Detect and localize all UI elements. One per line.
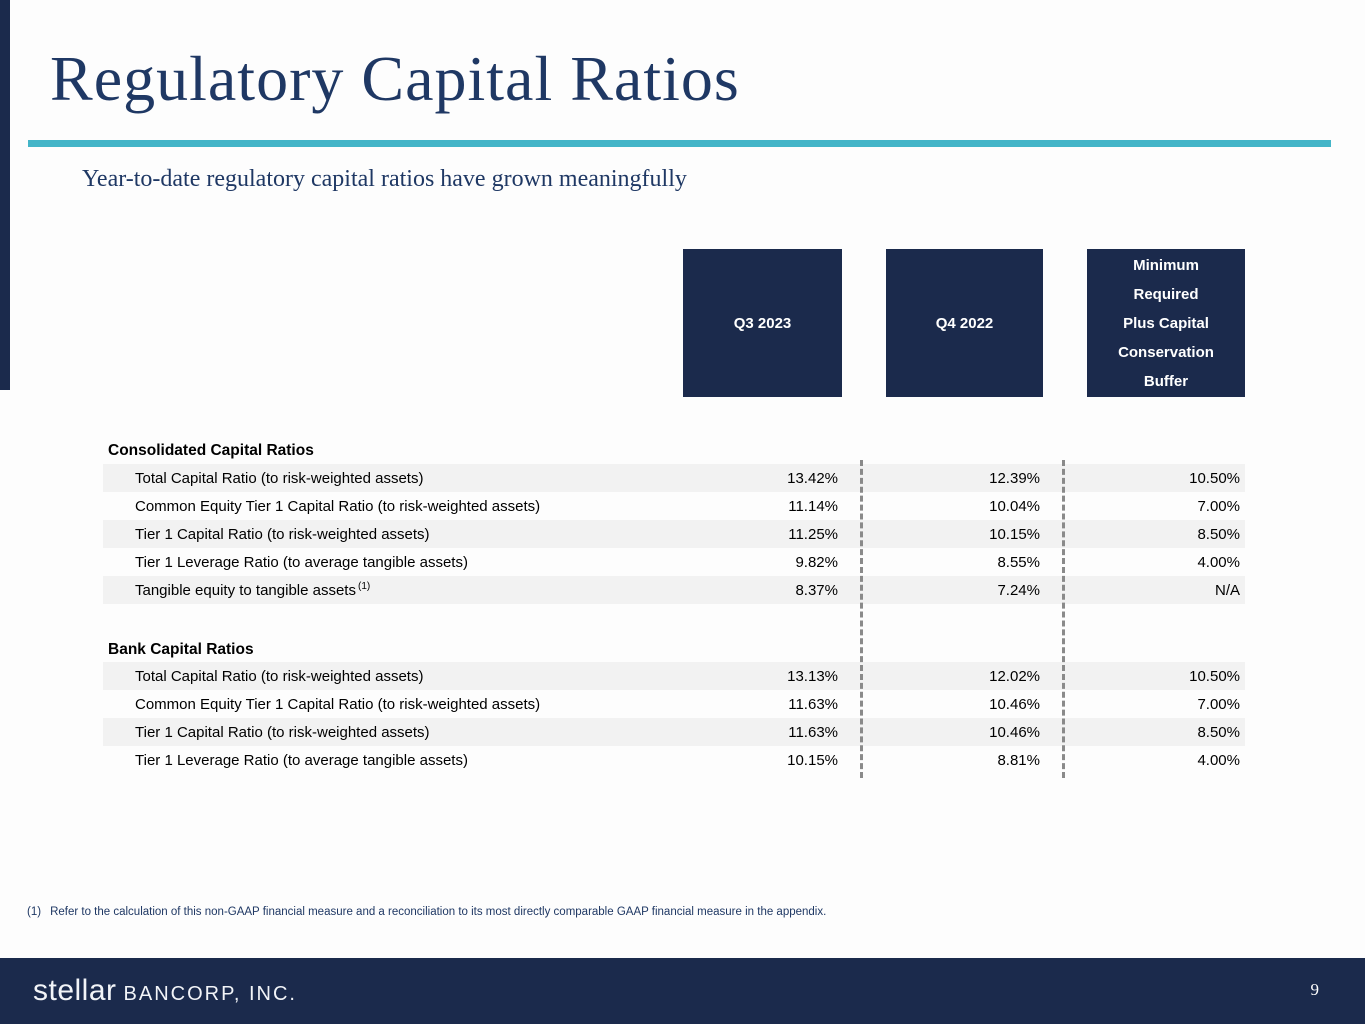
column-header-q4-2022: Q4 2022: [886, 249, 1043, 397]
page-number: 9: [1310, 980, 1320, 999]
q4-2022-value: 12.02%: [989, 667, 1040, 685]
q3-2023-value: 8.37%: [795, 581, 838, 599]
row-label: Tier 1 Leverage Ratio (to average tangib…: [135, 751, 468, 769]
footnote-text: Refer to the calculation of this non-GAA…: [50, 906, 827, 918]
table-row: Tier 1 Capital Ratio (to risk-weighted a…: [103, 718, 1245, 746]
section-header-consolidated: Consolidated Capital Ratios: [108, 442, 314, 459]
column-header-label: Q3 2023: [733, 314, 792, 332]
column-header-line: Plus Capital: [1123, 314, 1209, 332]
table-row: Total Capital Ratio (to risk-weighted as…: [103, 662, 1245, 690]
section-header-bank: Bank Capital Ratios: [108, 641, 254, 658]
footer-bar: stellar BANCORP, INC. 9: [0, 958, 1365, 1024]
minimum-required-value: N/A: [1214, 581, 1240, 599]
footnote-marker: (1): [27, 906, 42, 918]
minimum-required-value: 7.00%: [1197, 695, 1240, 713]
minimum-required-value: 10.50%: [1189, 469, 1240, 487]
logo-wordmark: stellar: [33, 974, 117, 1007]
table-row: Tier 1 Leverage Ratio (to average tangib…: [103, 746, 1245, 774]
table-row: Common Equity Tier 1 Capital Ratio (to r…: [103, 690, 1245, 718]
column-header-label: Q4 2022: [935, 314, 994, 332]
q3-2023-value: 13.42%: [787, 469, 838, 487]
footnote-reference: (1): [357, 581, 371, 592]
column-header-line: Conservation: [1118, 343, 1214, 361]
table-row: Total Capital Ratio (to risk-weighted as…: [103, 464, 1245, 492]
table-row: Tier 1 Leverage Ratio (to average tangib…: [103, 548, 1245, 576]
slide-subtitle: Year-to-date regulatory capital ratios h…: [82, 166, 687, 192]
row-label: Total Capital Ratio (to risk-weighted as…: [135, 667, 424, 685]
row-label: Total Capital Ratio (to risk-weighted as…: [135, 469, 424, 487]
q4-2022-value: 8.81%: [997, 751, 1040, 769]
column-header-line: Required: [1133, 285, 1199, 303]
q3-2023-value: 11.25%: [788, 525, 838, 543]
minimum-required-value: 4.00%: [1197, 751, 1240, 769]
column-divider-dashed: [1062, 460, 1065, 778]
q4-2022-value: 12.39%: [989, 469, 1040, 487]
q3-2023-value: 10.15%: [787, 751, 838, 769]
stellar-bancorp-logo: stellar BANCORP, INC.: [33, 974, 297, 1008]
q3-2023-value: 11.63%: [788, 723, 838, 741]
row-label: Common Equity Tier 1 Capital Ratio (to r…: [135, 695, 541, 713]
footnote: (1) Refer to the calculation of this non-…: [27, 906, 826, 918]
column-header-minimum-required: Minimum Required Plus Capital Conservati…: [1087, 249, 1245, 397]
q3-2023-value: 11.14%: [788, 497, 838, 515]
logo-company-name: BANCORP, INC.: [123, 983, 297, 1005]
minimum-required-value: 4.00%: [1197, 553, 1240, 571]
table-row: Tier 1 Capital Ratio (to risk-weighted a…: [103, 520, 1245, 548]
minimum-required-value: 7.00%: [1197, 497, 1240, 515]
table-row: Tangible equity to tangible assets (1) 8.…: [103, 576, 1245, 604]
section-gap: [103, 604, 1245, 638]
q4-2022-value: 10.46%: [989, 695, 1040, 713]
q3-2023-value: 9.82%: [795, 553, 838, 571]
title-underline-rule: [28, 140, 1331, 147]
minimum-required-value: 10.50%: [1189, 667, 1240, 685]
row-label: Tier 1 Capital Ratio (to risk-weighted a…: [135, 525, 430, 543]
column-divider-dashed: [860, 460, 863, 778]
column-header-line: Buffer: [1143, 372, 1189, 390]
minimum-required-value: 8.50%: [1197, 525, 1240, 543]
left-accent-bar: [0, 0, 10, 390]
row-label: Tangible equity to tangible assets (1): [135, 581, 371, 599]
q3-2023-value: 13.13%: [787, 667, 838, 685]
q4-2022-value: 10.04%: [989, 497, 1040, 515]
q3-2023-value: 11.63%: [788, 695, 838, 713]
capital-ratios-table: Consolidated Capital Ratios Total Capita…: [103, 438, 1245, 774]
column-header-line: Minimum: [1133, 256, 1199, 274]
q4-2022-value: 10.46%: [989, 723, 1040, 741]
table-row: Common Equity Tier 1 Capital Ratio (to r…: [103, 492, 1245, 520]
page-title: Regulatory Capital Ratios: [50, 43, 740, 114]
row-label: Tier 1 Capital Ratio (to risk-weighted a…: [135, 723, 430, 741]
minimum-required-value: 8.50%: [1197, 723, 1240, 741]
q4-2022-value: 10.15%: [989, 525, 1040, 543]
column-header-q3-2023: Q3 2023: [683, 249, 842, 397]
row-label: Tier 1 Leverage Ratio (to average tangib…: [135, 553, 468, 571]
q4-2022-value: 7.24%: [997, 581, 1040, 599]
q4-2022-value: 8.55%: [997, 553, 1040, 571]
row-label: Common Equity Tier 1 Capital Ratio (to r…: [135, 497, 541, 515]
